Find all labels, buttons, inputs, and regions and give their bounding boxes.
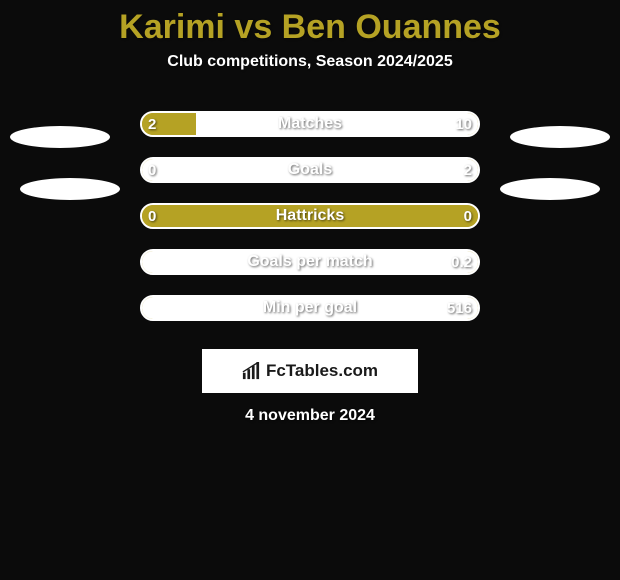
value-right: 516 bbox=[447, 300, 472, 317]
brand-text: FcTables.com bbox=[266, 361, 378, 381]
value-right: 10 bbox=[455, 116, 472, 133]
value-right: 0 bbox=[464, 208, 472, 225]
value-right: 2 bbox=[464, 162, 472, 179]
page-title: Karimi vs Ben Ouannes bbox=[0, 0, 620, 47]
value-right: 0.2 bbox=[451, 254, 472, 271]
value-left: 2 bbox=[148, 116, 156, 133]
stat-label: Goals bbox=[140, 161, 480, 179]
value-left: 0 bbox=[148, 208, 156, 225]
stat-label: Matches bbox=[140, 115, 480, 133]
comparison-chart: Matches210Goals02Hattricks00Goals per ma… bbox=[0, 101, 620, 331]
comparison-widget: Karimi vs Ben Ouannes Club competitions,… bbox=[0, 0, 620, 580]
date-label: 4 november 2024 bbox=[0, 407, 620, 425]
stat-row: Goals per match0.2 bbox=[0, 239, 620, 285]
stat-label: Goals per match bbox=[140, 253, 480, 271]
stat-label: Min per goal bbox=[140, 299, 480, 317]
stat-row: Matches2 10 bbox=[0, 101, 620, 147]
page-subtitle: Club competitions, Season 2024/2025 bbox=[0, 53, 620, 71]
bars-icon bbox=[242, 362, 260, 380]
value-left: 0 bbox=[148, 162, 156, 179]
stat-row: Min per goal516 bbox=[0, 285, 620, 331]
stat-label: Hattricks bbox=[140, 207, 480, 225]
stat-row: Hattricks0 0 bbox=[0, 193, 620, 239]
stat-row: Goals0 2 bbox=[0, 147, 620, 193]
brand-box[interactable]: FcTables.com bbox=[202, 349, 418, 393]
